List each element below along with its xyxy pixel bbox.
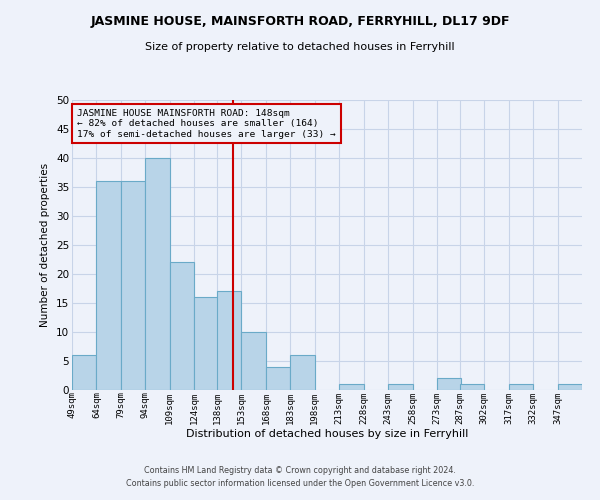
Text: Size of property relative to detached houses in Ferryhill: Size of property relative to detached ho… xyxy=(145,42,455,52)
Bar xyxy=(266,367,290,390)
Bar xyxy=(290,355,315,390)
Text: JASMINE HOUSE MAINSFORTH ROAD: 148sqm
← 82% of detached houses are smaller (164): JASMINE HOUSE MAINSFORTH ROAD: 148sqm ← … xyxy=(77,108,336,138)
Bar xyxy=(217,292,241,390)
Bar xyxy=(241,332,266,390)
Bar xyxy=(145,158,170,390)
Text: JASMINE HOUSE, MAINSFORTH ROAD, FERRYHILL, DL17 9DF: JASMINE HOUSE, MAINSFORTH ROAD, FERRYHIL… xyxy=(90,15,510,28)
Bar xyxy=(170,262,194,390)
Bar xyxy=(388,384,413,390)
Bar xyxy=(437,378,461,390)
Bar xyxy=(194,297,218,390)
Bar xyxy=(557,384,582,390)
Bar xyxy=(509,384,533,390)
Text: Contains HM Land Registry data © Crown copyright and database right 2024.
Contai: Contains HM Land Registry data © Crown c… xyxy=(126,466,474,487)
Bar xyxy=(121,181,145,390)
Bar xyxy=(339,384,364,390)
Bar xyxy=(97,181,121,390)
X-axis label: Distribution of detached houses by size in Ferryhill: Distribution of detached houses by size … xyxy=(186,429,468,439)
Bar xyxy=(460,384,484,390)
Bar xyxy=(72,355,97,390)
Y-axis label: Number of detached properties: Number of detached properties xyxy=(40,163,50,327)
